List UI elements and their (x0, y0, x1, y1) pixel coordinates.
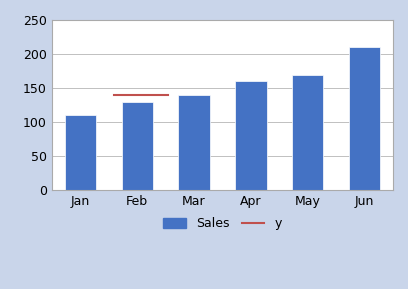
Bar (122, 102, 153, 190)
Bar (178, 95, 210, 190)
Legend: Sales, y: Sales, y (158, 212, 287, 235)
Bar (292, 75, 324, 190)
Bar (235, 81, 266, 190)
Bar (65, 115, 96, 190)
Bar (349, 47, 380, 190)
